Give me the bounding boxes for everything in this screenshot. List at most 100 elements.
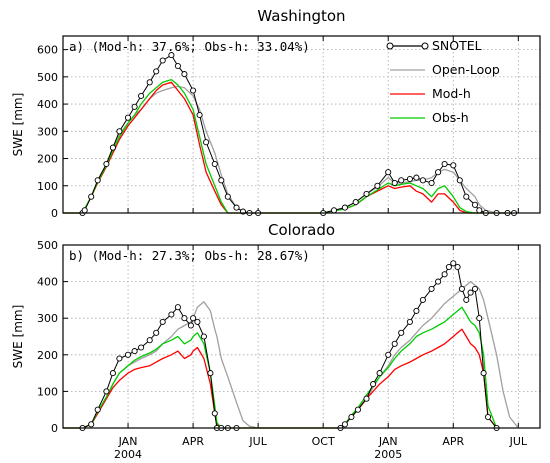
colorado-year-label: 2005 <box>374 448 402 461</box>
legend-open-loop-label: Open-Loop <box>432 62 500 77</box>
washington-snotel-point <box>159 57 166 64</box>
washington-snotel-point <box>428 179 435 187</box>
washington-snotel-point <box>88 193 95 200</box>
washington-snotel-point <box>450 162 457 169</box>
washington-snotel-line <box>82 54 514 214</box>
colorado-snotel-point <box>124 351 132 358</box>
washington-snotel-point <box>224 193 231 200</box>
washington-snotel-point <box>131 103 138 110</box>
washington-snotel-point <box>233 204 240 211</box>
washington-snotel-point <box>124 114 132 121</box>
colorado-ytick-label: 300 <box>37 312 58 325</box>
colorado-snotel-point <box>211 410 218 417</box>
colorado-xtick-label: JUL <box>248 435 267 448</box>
colorado-snotel-point <box>376 370 383 377</box>
washington-snotel-point <box>330 207 338 214</box>
washington-snotel-point <box>138 92 145 99</box>
washington-open-loop-line <box>63 85 514 214</box>
colorado-ylabel: SWE [mm] <box>11 305 25 369</box>
colorado-snotel-point <box>476 315 483 322</box>
washington-annotation: a) (Mod-h: 37.6%; Obs-h: 33.04%) <box>69 39 310 54</box>
colorado-snotel-point <box>471 285 479 292</box>
colorado-snotel-point <box>190 315 197 322</box>
washington-snotel-point <box>153 68 160 75</box>
colorado-snotel-point <box>484 413 492 421</box>
washington-snotel-point <box>341 204 348 211</box>
washington-snotel-point <box>181 71 188 78</box>
colorado-snotel-point <box>398 329 405 336</box>
washington-ytick-label: 0 <box>51 207 58 220</box>
colorado-snotel-point <box>406 318 413 325</box>
washington-panel: Washington 0 100 200 300 400 500 600 SWE [mm] a) … <box>11 7 541 220</box>
colorado-snotel-point <box>168 311 175 318</box>
washington-snotel-point <box>385 169 392 176</box>
washington-ytick-label: 200 <box>37 153 58 166</box>
washington-title: Washington <box>257 7 345 25</box>
colorado-snotel-point <box>458 285 465 292</box>
washington-snotel-point <box>116 128 123 135</box>
colorado-snotel-point <box>428 285 435 292</box>
colorado-snotel-point <box>153 329 160 336</box>
colorado-snotel-point <box>370 381 377 388</box>
legend-snotel-label: SNOTEL <box>432 38 482 53</box>
washington-ytick-label: 100 <box>37 180 58 193</box>
washington-snotel-point <box>352 199 359 206</box>
washington-snotel-point <box>471 201 479 208</box>
colorado-snotel-point <box>419 296 426 303</box>
washington-ytick-label: 500 <box>37 71 58 84</box>
colorado-snotel-point <box>94 406 101 413</box>
colorado-snotel-point <box>413 307 420 314</box>
washington-snotel-point <box>103 160 110 168</box>
washington-snotel-point <box>406 175 413 183</box>
colorado-xtick-label: JAN <box>378 435 398 448</box>
washington-snotel-point <box>146 79 153 86</box>
colorado-snotel-point <box>454 263 461 271</box>
washington-snotel-point <box>218 177 225 184</box>
colorado-year-label: 2004 <box>114 448 142 461</box>
washington-snotel-point <box>374 182 381 189</box>
colorado-ytick-label: 400 <box>37 276 58 289</box>
colorado-snotel-point <box>207 370 214 377</box>
colorado-panel: Colorado 0 100 200 300 400 500 SWE [mm] b) (Mod-… <box>11 221 541 461</box>
colorado-snotel-point <box>341 421 348 428</box>
colorado-snotel-point <box>103 388 110 395</box>
colorado-ytick-label: 200 <box>37 349 58 362</box>
colorado-ytick-label: 100 <box>37 385 58 398</box>
washington-snotel-point <box>463 193 470 200</box>
colorado-snotel-point <box>441 271 448 278</box>
colorado-xtick-label: JAN <box>118 435 138 448</box>
washington-snotel-point <box>174 62 181 70</box>
washington-snotel-point <box>168 52 175 59</box>
washington-snotel-point <box>456 177 463 184</box>
colorado-snotel-point <box>463 296 470 303</box>
colorado-snotel-point <box>348 413 355 421</box>
washington-plot-frame <box>62 35 541 214</box>
colorado-title: Colorado <box>268 221 335 239</box>
washington-snotel-point <box>476 207 483 214</box>
washington-snotel-point <box>94 177 101 184</box>
washington-snotel-point <box>413 174 420 181</box>
colorado-ytick-label: 500 <box>37 239 58 252</box>
washington-snotel-point <box>109 144 116 151</box>
colorado-ytick-label: 0 <box>51 422 58 435</box>
colorado-xtick-label: APR <box>442 435 464 448</box>
washington-snotel-point <box>196 111 203 119</box>
colorado-xtick-label: OCT <box>312 435 335 448</box>
legend-snotel-marker <box>421 42 429 50</box>
washington-ytick-label: 600 <box>37 44 58 57</box>
colorado-snotel-point <box>445 263 452 271</box>
washington-snotel-point <box>419 177 426 184</box>
colorado-snotel-point <box>138 344 145 351</box>
colorado-snotel-point <box>159 318 166 325</box>
washington-snotel-point <box>441 160 448 168</box>
washington-snotel-point <box>435 169 442 176</box>
washington-snotel-point <box>391 179 398 187</box>
colorado-snotel-point <box>187 322 194 329</box>
colorado-snotel-point <box>88 421 95 428</box>
colorado-snotel-point <box>435 278 442 285</box>
colorado-snotel-point <box>200 333 207 340</box>
colorado-snotel-point <box>146 337 153 344</box>
legend-mod-h-label: Mod-h <box>432 86 471 101</box>
